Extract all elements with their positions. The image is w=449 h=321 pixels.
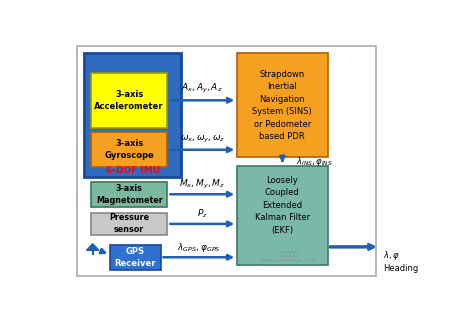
Bar (91, 73, 167, 127)
Text: Pressure
sensor: Pressure sensor (109, 213, 149, 234)
Bar (237, 53, 328, 157)
Text: GPS
Receiver: GPS Receiver (114, 247, 156, 268)
Text: 3-axis
Accelerometer: 3-axis Accelerometer (94, 90, 164, 111)
Text: $\lambda_{INS}, \varphi_{INS}$: $\lambda_{INS}, \varphi_{INS}$ (296, 155, 333, 168)
Text: Loosely
Coupled
Extended
Kalman Filter
(EKF): Loosely Coupled Extended Kalman Filter (… (255, 176, 310, 235)
Bar (91, 182, 167, 207)
Bar (84, 53, 181, 177)
Bar (91, 213, 167, 235)
Text: Strapdown
Inertial
Navigation
System (SINS)
or Pedometer
based PDR: Strapdown Inertial Navigation System (SI… (252, 70, 312, 141)
Text: $A_x, A_y, A_z$: $A_x, A_y, A_z$ (181, 82, 223, 95)
Text: 电子发烧友
www.elecfans.com: 电子发烧友 www.elecfans.com (260, 252, 318, 263)
Text: 3-axis
Gyroscope: 3-axis Gyroscope (104, 139, 154, 160)
Bar (77, 46, 376, 276)
Text: $\omega_x, \omega_y, \omega_z$: $\omega_x, \omega_y, \omega_z$ (180, 134, 225, 145)
Text: $\lambda_{GPS}, \varphi_{GPS}$: $\lambda_{GPS}, \varphi_{GPS}$ (177, 240, 220, 254)
Text: $M_x, M_y, M_z$: $M_x, M_y, M_z$ (179, 178, 225, 191)
Bar (237, 166, 328, 265)
Text: $P_z$: $P_z$ (197, 208, 208, 220)
Text: 6-DOF IMU: 6-DOF IMU (106, 166, 160, 175)
Text: $\lambda, \varphi$
Heading: $\lambda, \varphi$ Heading (383, 249, 418, 273)
Text: 3-axis
Magnetometer: 3-axis Magnetometer (96, 184, 163, 204)
Bar (91, 133, 167, 167)
Polygon shape (86, 244, 99, 250)
Bar (110, 245, 161, 270)
